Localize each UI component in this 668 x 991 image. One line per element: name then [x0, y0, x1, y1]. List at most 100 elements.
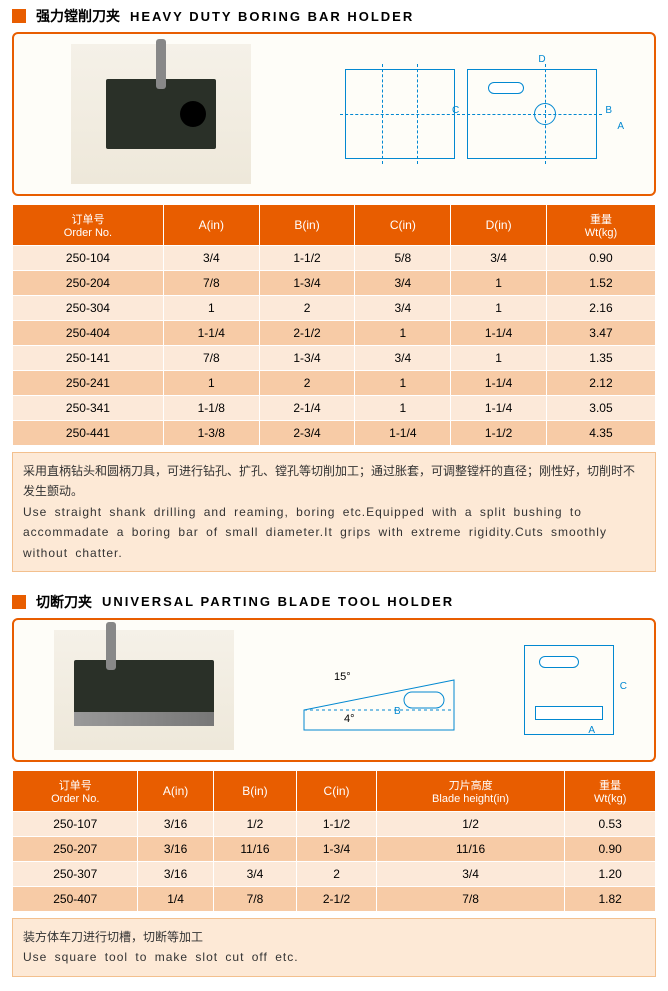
table-cell: 3/16 [138, 811, 213, 836]
svg-text:4°: 4° [344, 713, 355, 725]
table-cell: 1-1/8 [163, 396, 259, 421]
parting-blade-holder-icon [74, 660, 214, 720]
table-row: 250-1043/41-1/25/83/40.90 [13, 246, 656, 271]
table-cell: 1-1/4 [355, 421, 451, 446]
table-row: 250-4041-1/42-1/211-1/43.47 [13, 321, 656, 346]
table-cell: 0.53 [565, 811, 656, 836]
table-cell: 5/8 [355, 246, 451, 271]
table-cell: 1-1/2 [451, 421, 547, 446]
table-cell: 3.05 [546, 396, 655, 421]
table-header: B(in) [259, 205, 355, 246]
section1-title-cn: 强力镗削刀夹 [36, 6, 120, 26]
table-cell: 1 [355, 396, 451, 421]
section1-figure-box: D B A C [12, 32, 656, 196]
table-cell: 1 [163, 371, 259, 396]
dim-label-a2: A [588, 725, 595, 736]
table-cell: 4.35 [546, 421, 655, 446]
table-header: B(in) [213, 770, 297, 811]
table-cell: 250-107 [13, 811, 138, 836]
section-marker-icon [12, 595, 26, 609]
table-cell: 250-341 [13, 396, 164, 421]
table-cell: 250-241 [13, 371, 164, 396]
table-cell: 250-407 [13, 886, 138, 911]
table-row: 250-4411-3/82-3/41-1/41-1/24.35 [13, 421, 656, 446]
table-cell: 1-3/4 [297, 836, 377, 861]
table-cell: 250-104 [13, 246, 164, 271]
section2-title-en: UNIVERSAL PARTING BLADE TOOL HOLDER [102, 594, 454, 609]
table-cell: 7/8 [213, 886, 297, 911]
section2-note: 装方体车刀进行切槽，切断等加工 Use square tool to make … [12, 918, 656, 977]
table-row: 250-304123/412.16 [13, 296, 656, 321]
table-header: C(in) [355, 205, 451, 246]
table-row: 250-2047/81-3/43/411.52 [13, 271, 656, 296]
table-cell: 1 [355, 371, 451, 396]
table-row: 250-3411-1/82-1/411-1/43.05 [13, 396, 656, 421]
table-cell: 1 [451, 271, 547, 296]
table-cell: 1-3/8 [163, 421, 259, 446]
section2-note-en: Use square tool to make slot cut off etc… [23, 947, 645, 967]
table-header: A(in) [138, 770, 213, 811]
boring-bar-holder-icon [106, 79, 216, 149]
table-cell: 1-3/4 [259, 271, 355, 296]
table-cell: 1 [355, 321, 451, 346]
table-cell: 1-1/4 [451, 396, 547, 421]
table-cell: 3/16 [138, 861, 213, 886]
table-header: A(in) [163, 205, 259, 246]
table-row: 250-4071/47/82-1/27/81.82 [13, 886, 656, 911]
table-cell: 2-3/4 [259, 421, 355, 446]
dim-label-a: A [617, 121, 624, 132]
table-cell: 250-441 [13, 421, 164, 446]
table-cell: 11/16 [213, 836, 297, 861]
table-row: 250-1417/81-3/43/411.35 [13, 346, 656, 371]
table-cell: 3/4 [451, 246, 547, 271]
table-cell: 3.47 [546, 321, 655, 346]
table-header: 刀片高度Blade height(in) [376, 770, 564, 811]
table-cell: 3/4 [355, 296, 451, 321]
table-cell: 1.20 [565, 861, 656, 886]
table-header: 订单号Order No. [13, 770, 138, 811]
table-cell: 1.82 [565, 886, 656, 911]
dim-label-b: B [605, 105, 612, 116]
table-cell: 250-204 [13, 271, 164, 296]
section2-side-drawing: C A [524, 645, 614, 735]
section2-table: 订单号Order No.A(in)B(in)C(in)刀片高度Blade hei… [12, 770, 656, 912]
table-cell: 2 [259, 296, 355, 321]
table-cell: 0.90 [546, 246, 655, 271]
table-cell: 2.12 [546, 371, 655, 396]
section1-title-en: HEAVY DUTY BORING BAR HOLDER [130, 9, 414, 24]
table-cell: 3/4 [355, 271, 451, 296]
dim-label-d: D [538, 54, 545, 65]
table-cell: 1/2 [213, 811, 297, 836]
table-cell: 3/4 [376, 861, 564, 886]
section1-note-cn: 采用直柄钻头和圆柄刀具，可进行钻孔、扩孔、镗孔等切削加工；通过胀套，可调整镗杆的… [23, 461, 645, 502]
section2-photo [54, 630, 234, 750]
table-cell: 2-1/2 [297, 886, 377, 911]
section2-note-cn: 装方体车刀进行切槽，切断等加工 [23, 927, 645, 947]
section2-header: 切断刀夹 UNIVERSAL PARTING BLADE TOOL HOLDER [0, 586, 668, 618]
section2-angle-drawing: 15° 4° B [294, 640, 464, 740]
table-cell: 7/8 [163, 346, 259, 371]
table-cell: 3/4 [355, 346, 451, 371]
table-cell: 250-207 [13, 836, 138, 861]
section2-title-cn: 切断刀夹 [36, 592, 92, 612]
table-header: 重量Wt(kg) [546, 205, 655, 246]
table-cell: 250-307 [13, 861, 138, 886]
table-header: 重量Wt(kg) [565, 770, 656, 811]
table-cell: 1 [451, 346, 547, 371]
table-cell: 1.35 [546, 346, 655, 371]
table-cell: 3/4 [163, 246, 259, 271]
table-row: 250-1073/161/21-1/21/20.53 [13, 811, 656, 836]
table-cell: 1-1/2 [259, 246, 355, 271]
table-cell: 1-3/4 [259, 346, 355, 371]
section1-note: 采用直柄钻头和圆柄刀具，可进行钻孔、扩孔、镗孔等切削加工；通过胀套，可调整镗杆的… [12, 452, 656, 572]
table-cell: 2 [259, 371, 355, 396]
section2-figure-box: 15° 4° B C A [12, 618, 656, 762]
table-cell: 7/8 [376, 886, 564, 911]
table-cell: 11/16 [376, 836, 564, 861]
table-cell: 3/16 [138, 836, 213, 861]
section1-header: 强力镗削刀夹 HEAVY DUTY BORING BAR HOLDER [0, 0, 668, 32]
table-cell: 250-141 [13, 346, 164, 371]
table-cell: 2-1/4 [259, 396, 355, 421]
table-cell: 1-1/2 [297, 811, 377, 836]
table-header: 订单号Order No. [13, 205, 164, 246]
